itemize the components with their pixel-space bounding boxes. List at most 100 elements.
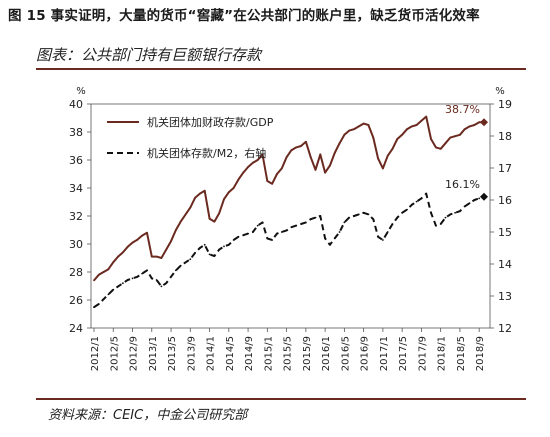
series-1-point [319,153,322,156]
series-2-point [131,277,134,280]
series-2-point [203,243,206,246]
series-2-point [420,197,423,200]
x-axis-tick-label: 2015/9 [302,336,313,371]
series-2-point [280,231,283,233]
series-1-point [439,147,442,150]
series-2-point [126,279,129,281]
x-axis-tick-label: 2012/9 [129,336,140,371]
x-axis-tick-label: 2017/9 [417,336,428,371]
series-2-point [367,213,370,216]
bottom-rule [36,398,526,400]
series-2-point [276,232,278,235]
series-1-point [146,231,148,234]
source-note: 资料来源：CEIC，中金公司研究部 [48,408,248,423]
series-1-point [155,255,158,258]
series-1-point [107,268,110,271]
x-axis-tick-label: 2012/5 [109,336,120,371]
series-2-point [150,277,153,280]
series-2-point [444,216,447,219]
series-2-point [112,288,115,291]
series-1-point [357,125,360,128]
series-2-point [353,215,355,217]
x-axis-tick-label: 2013/5 [167,336,178,371]
series-1-point [396,138,399,140]
series-2-point [343,221,346,224]
chart-subtitle: 图表：公共部门持有巨额银行存款 [36,46,262,64]
series-1-point [179,220,182,223]
series-1-point [401,133,404,136]
x-axis-tick-label: 2016/1 [321,336,332,371]
series-2-point [232,239,235,241]
right-axis-tick-label: 15 [498,226,512,239]
series-1-point [112,261,115,264]
x-axis-tick-label: 2018/1 [437,336,448,371]
series-1-point [93,279,95,282]
series-1-point [386,154,389,157]
series-1-point [170,240,172,243]
series-2-point [478,197,481,200]
series-1-point [420,119,423,122]
series-1-point [97,273,100,276]
series-1-point [165,248,168,251]
series-1-point [410,125,413,128]
series-1-point [415,124,418,126]
series-1-point [324,171,327,174]
series-1-point [174,229,177,231]
series-2-point [218,248,221,251]
series-1-point [160,257,163,259]
series-1-point [381,167,384,170]
series-1-point [251,161,254,164]
series-1-point [468,125,471,128]
left-axis-unit: % [76,86,86,97]
series-2-point [406,208,408,211]
series-2-point [434,224,437,227]
series-2-point [415,200,418,203]
series-1-point [223,198,225,201]
series-2-point [237,235,240,238]
legend-label-2: 机关团体存款/M2，右轴 [147,146,266,160]
series-1-point [459,133,461,136]
series-1-point [473,124,476,126]
left-axis-tick-label: 26 [69,294,83,307]
series-1-point [199,192,201,195]
series-2-point [396,216,399,219]
series-1-point [141,234,144,237]
left-axis-tick-label: 28 [69,266,83,279]
series-1-point [126,245,129,248]
x-axis-tick-label: 2016/9 [360,336,371,371]
left-axis-tick-label: 32 [69,210,83,223]
series-2-point [319,215,322,217]
x-axis-tick-label: 2014/9 [244,336,255,371]
series-2-point [473,199,476,201]
series-1-point [290,149,293,152]
end-label-2: 16.1% [445,178,480,191]
series-2-point [165,282,168,285]
series-1-point [256,159,259,161]
series-1-point [242,171,245,174]
series-1-point [449,136,452,139]
series-2-point [194,251,197,254]
x-axis-tick-label: 2017/5 [398,336,409,371]
series-2-point [189,258,192,261]
x-axis-tick-label: 2018/5 [456,336,467,371]
series-2-point [136,275,139,278]
x-axis-tick-label: 2016/5 [340,336,351,371]
left-axis-tick-label: 34 [69,182,83,195]
right-axis-tick-label: 16 [498,194,512,207]
title-rule [36,68,526,70]
series-2-point [314,216,317,219]
series-2-point [295,224,298,227]
right-axis-unit: % [495,86,505,97]
series-2-point [324,237,327,240]
series-2-point [333,237,336,240]
series-1-point [343,133,346,136]
series-2-point [425,192,428,195]
series-1-point [338,142,341,145]
left-axis-tick-label: 30 [69,238,83,251]
series-1-point [309,156,312,159]
series-2-point [256,224,259,227]
series-2-point [381,239,384,241]
series-2-point [93,306,95,309]
series-1-point [266,180,269,182]
right-axis-tick-label: 17 [498,162,512,175]
